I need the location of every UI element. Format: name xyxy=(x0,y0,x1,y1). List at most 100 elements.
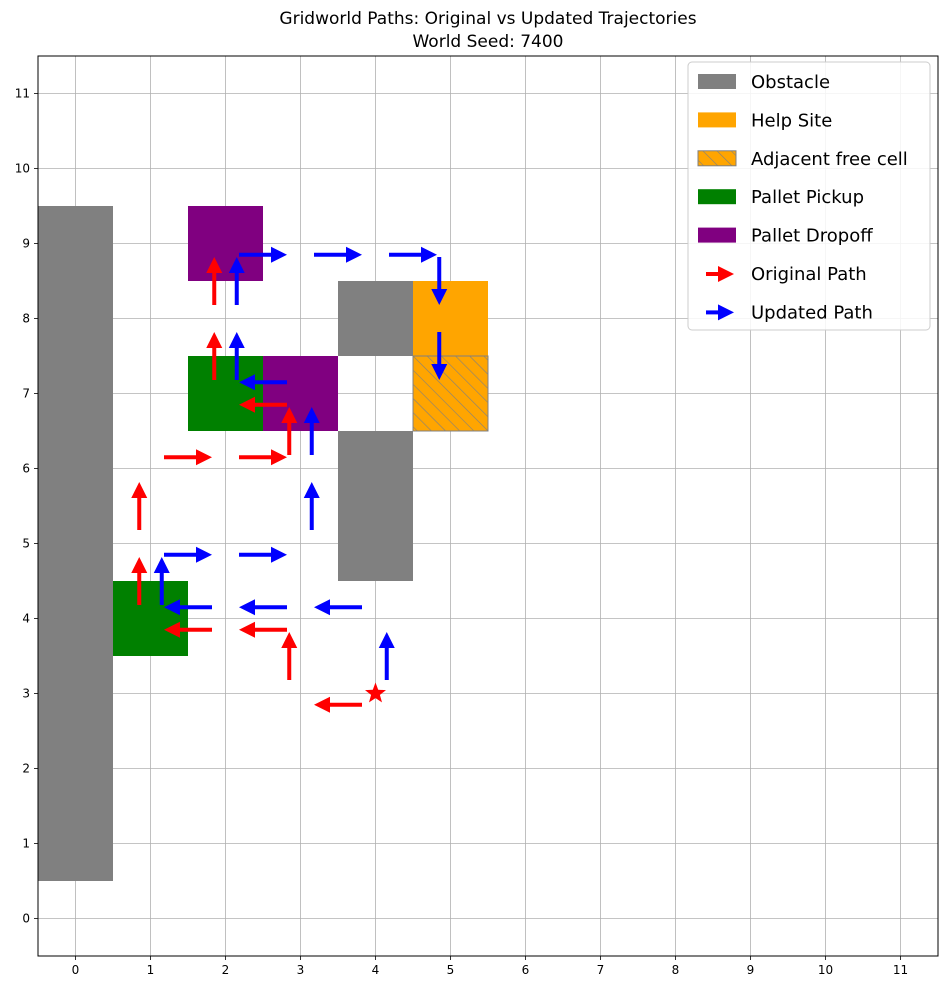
x-tick-label: 10 xyxy=(818,963,833,977)
updated-path-arrow xyxy=(431,257,448,305)
legend-label-pallet_dropoff: Pallet Dropoff xyxy=(751,226,873,247)
obstacle-cell xyxy=(38,356,113,431)
legend-entry-pallet_dropoff: Pallet Dropoff xyxy=(698,226,873,247)
pallet-dropoff-cell xyxy=(188,206,263,281)
obstacle-cell xyxy=(38,731,113,806)
legend-entry-help_site: Help Site xyxy=(698,110,832,131)
updated-path-arrow xyxy=(314,246,362,263)
legend-label-original_path: Original Path xyxy=(751,264,867,285)
y-tick-label: 2 xyxy=(22,762,30,776)
legend-swatch-adjacent xyxy=(697,150,737,167)
updated-path-arrow xyxy=(153,557,170,605)
legend-swatch-pallet_dropoff xyxy=(698,227,736,243)
legend-label-adjacent: Adjacent free cell xyxy=(751,149,908,170)
legend-swatch-obstacle xyxy=(698,74,736,89)
pallet-pickup-cell xyxy=(188,356,263,431)
obstacle-cell xyxy=(38,806,113,881)
obstacle-cell xyxy=(38,656,113,731)
x-tick-label: 1 xyxy=(147,963,155,977)
updated-path xyxy=(153,246,448,680)
y-tick-label: 7 xyxy=(22,387,30,401)
updated-path-arrow xyxy=(239,246,287,263)
legend-entry-updated_path: Updated Path xyxy=(706,302,873,323)
updated-path-arrow xyxy=(228,332,245,380)
x-tick-label: 7 xyxy=(597,963,605,977)
chart-title-line2: World Seed: 7400 xyxy=(412,32,563,52)
legend-box xyxy=(687,61,931,331)
original-path-arrow xyxy=(206,332,223,380)
cells xyxy=(38,206,489,881)
x-tick-label: 4 xyxy=(372,963,380,977)
chart-title-line1: Gridworld Paths: Original vs Updated Tra… xyxy=(279,9,696,29)
start-star-marker xyxy=(365,682,386,703)
original-path-arrow xyxy=(131,482,148,530)
y-tick-label: 1 xyxy=(22,837,30,851)
x-tick-label: 5 xyxy=(447,963,455,977)
y-tick-label: 8 xyxy=(22,312,30,326)
legend-entry-original_path: Original Path xyxy=(706,264,867,285)
legend-entry-pallet_pickup: Pallet Pickup xyxy=(698,187,864,208)
original-path-arrow xyxy=(164,449,212,466)
updated-path-arrow xyxy=(239,374,287,391)
updated-path-arrow xyxy=(314,599,362,616)
original-path-arrow xyxy=(239,621,287,638)
x-tick-label: 2 xyxy=(222,963,230,977)
original-path-arrow xyxy=(131,557,148,605)
legend-label-pallet_pickup: Pallet Pickup xyxy=(751,187,864,208)
y-tick-label: 0 xyxy=(22,912,30,926)
updated-path-arrow xyxy=(239,599,287,616)
original-path-arrow xyxy=(239,396,287,413)
pallet-dropoff-cell xyxy=(263,356,338,431)
legend-label-help_site: Help Site xyxy=(751,110,832,131)
original-path xyxy=(131,257,362,713)
updated-path-arrow xyxy=(164,599,212,616)
updated-path-arrow xyxy=(303,407,320,455)
y-tick-label: 9 xyxy=(22,237,30,251)
original-path-arrow xyxy=(239,449,287,466)
updated-path-arrow xyxy=(378,632,395,680)
original-path-arrow xyxy=(281,407,298,455)
legend-entry-obstacle: Obstacle xyxy=(698,72,830,93)
original-path-arrow xyxy=(281,632,298,680)
obstacle-cell xyxy=(38,431,113,506)
legend-arrow-original_path xyxy=(706,266,734,282)
updated-path-arrow xyxy=(431,332,448,380)
updated-path-arrow xyxy=(164,546,212,563)
updated-path-arrow xyxy=(239,546,287,563)
y-tick-label: 6 xyxy=(22,462,30,476)
help-site-cell xyxy=(413,281,488,356)
obstacle-cell xyxy=(38,506,113,581)
plot-frame xyxy=(37,55,939,957)
obstacle-cell xyxy=(338,506,413,581)
start-marker-layer xyxy=(365,682,386,703)
legend-swatch-help_site xyxy=(698,112,736,128)
updated-path-arrow xyxy=(228,257,245,305)
obstacle-cell xyxy=(38,206,113,281)
obstacle-cell xyxy=(338,281,413,356)
obstacle-cell xyxy=(38,281,113,356)
y-tick-label: 5 xyxy=(22,537,30,551)
obstacle-cell xyxy=(338,431,413,506)
x-tick-label: 0 xyxy=(72,963,80,977)
pallet-pickup-cell xyxy=(113,581,188,656)
x-tick-label: 11 xyxy=(893,963,908,977)
legend-entry-adjacent: Adjacent free cell xyxy=(697,149,908,170)
x-tick-label: 9 xyxy=(747,963,755,977)
x-tick-label: 3 xyxy=(297,963,305,977)
axis-ticks: 0 1 2 3 4 5 6 7 8 9 10 11 0 1 2 3 4 5 6 7 8 9 10 11 xyxy=(15,87,908,978)
updated-path-arrow xyxy=(389,246,437,263)
y-tick-label: 3 xyxy=(22,687,30,701)
legend: Obstacle Help Site Adjacent free cell Palle… xyxy=(687,61,931,331)
legend-arrow-updated_path xyxy=(706,304,734,321)
x-tick-label: 6 xyxy=(522,963,530,977)
obstacle-cell xyxy=(38,581,113,656)
legend-label-obstacle: Obstacle xyxy=(751,72,830,93)
y-tick-label: 11 xyxy=(15,87,30,101)
original-path-arrow xyxy=(314,696,362,713)
updated-path-arrow xyxy=(303,482,320,530)
y-tick-label: 10 xyxy=(15,162,30,176)
adjacent-free-cell xyxy=(412,355,489,432)
y-tick-label: 4 xyxy=(22,612,30,626)
legend-swatch-pallet_pickup xyxy=(698,189,736,205)
